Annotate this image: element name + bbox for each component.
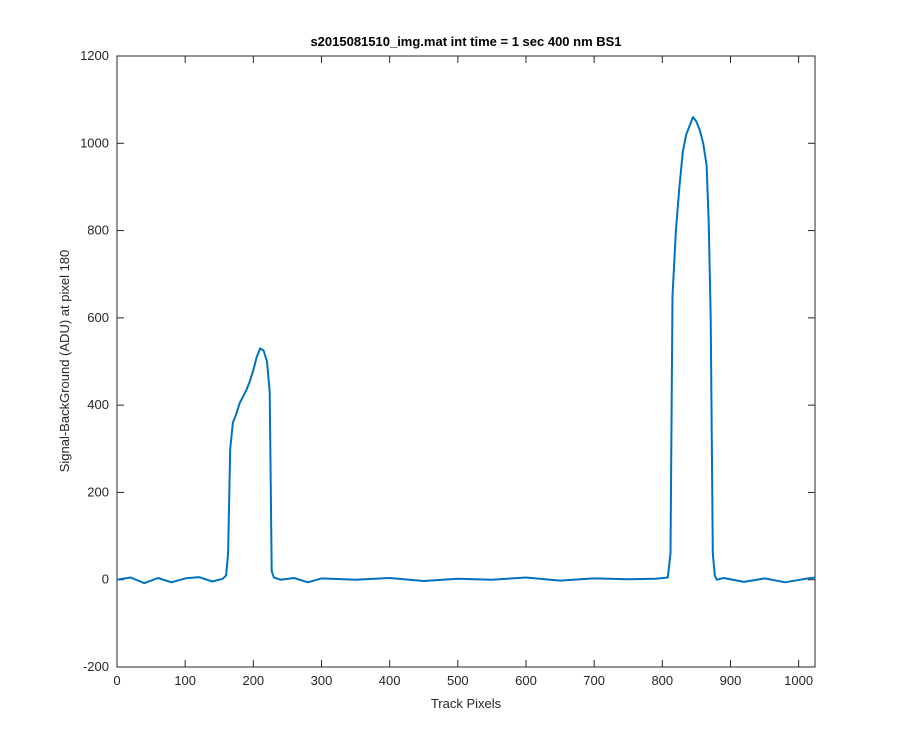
series-line xyxy=(116,116,816,585)
y-tick-label: 800 xyxy=(87,223,109,238)
plot-area xyxy=(116,55,816,668)
y-tick-label: 1200 xyxy=(80,48,109,63)
x-tick-label: 900 xyxy=(720,673,742,688)
x-tick-label: 500 xyxy=(447,673,469,688)
y-axis-label: Signal-BackGround (ADU) at pixel 180 xyxy=(57,250,72,473)
y-tick-label: -200 xyxy=(83,659,109,674)
x-tick-label: 800 xyxy=(651,673,673,688)
x-tick-label: 1000 xyxy=(784,673,813,688)
x-tick-label: 600 xyxy=(515,673,537,688)
y-tick-label: 400 xyxy=(87,397,109,412)
y-axis-ticks: -200 0 200 400 600 800 1000 1200 xyxy=(80,48,815,674)
x-tick-label: 400 xyxy=(379,673,401,688)
x-tick-label: 200 xyxy=(242,673,264,688)
y-tick-label: 0 xyxy=(102,572,109,587)
chart-title: s2015081510_img.mat int time = 1 sec 400… xyxy=(310,34,621,49)
x-axis-label: Track Pixels xyxy=(431,696,502,711)
x-tick-label: 700 xyxy=(583,673,605,688)
x-tick-label: 0 xyxy=(113,673,120,688)
y-tick-label: 200 xyxy=(87,484,109,499)
x-axis-ticks: 0 100 200 300 400 500 600 700 800 900 1000 xyxy=(113,56,813,688)
y-tick-label: 1000 xyxy=(80,135,109,150)
x-tick-label: 300 xyxy=(311,673,333,688)
y-tick-label: 600 xyxy=(87,310,109,325)
x-tick-label: 100 xyxy=(174,673,196,688)
